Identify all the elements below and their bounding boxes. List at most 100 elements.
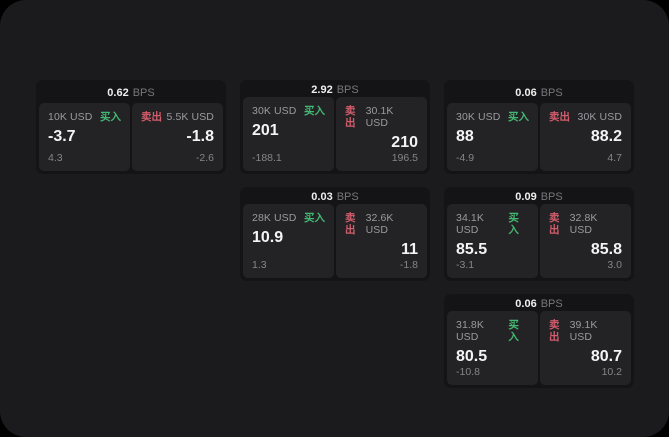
buy-quote-tile[interactable]: 10K USD 买入 -3.7 4.3 xyxy=(39,103,130,171)
buy-delta: -10.8 xyxy=(456,366,480,378)
bps-value: 0.62 xyxy=(107,87,129,99)
buy-tag: 买入 xyxy=(304,105,325,117)
buy-price: 85.5 xyxy=(456,241,488,258)
buy-size: 30K USD xyxy=(456,111,501,123)
sell-delta: 3.0 xyxy=(607,259,622,271)
buy-tile-header: 28K USD 买入 xyxy=(252,212,325,224)
sell-delta: 4.7 xyxy=(607,152,622,164)
sell-tag: 卖出 xyxy=(549,111,570,123)
bps-unit-label: BPS xyxy=(540,298,563,310)
bps-value: 2.92 xyxy=(311,84,333,96)
card-body: 30K USD 买入 88 -4.9 卖出 30K USD 88.2 4.7 xyxy=(447,103,631,171)
sell-price: 210 xyxy=(391,134,418,151)
sell-delta: -2.6 xyxy=(195,152,214,164)
bps-value: 0.03 xyxy=(311,191,333,203)
sell-tile-header: 卖出 30K USD xyxy=(549,111,622,123)
sell-tile-header: 卖出 32.8K USD xyxy=(549,212,622,236)
buy-delta: -3.1 xyxy=(456,259,475,271)
card-body: 31.8K USD 买入 80.5 -10.8 卖出 39.1K USD 80.… xyxy=(447,311,631,385)
buy-tag: 买入 xyxy=(508,111,529,123)
card-header: 2.92 BPS xyxy=(243,83,427,97)
card-body: 34.1K USD 买入 85.5 -3.1 卖出 32.8K USD 85.8… xyxy=(447,204,631,278)
sell-size: 30.1K USD xyxy=(365,105,394,129)
sell-quote-tile[interactable]: 卖出 39.1K USD 80.7 10.2 xyxy=(540,311,631,385)
sell-size: 32.8K USD xyxy=(569,212,598,236)
bps-unit-label: BPS xyxy=(540,87,563,99)
buy-tag: 买入 xyxy=(304,212,325,224)
card-header: 0.09 BPS xyxy=(447,190,631,204)
buy-size: 30K USD xyxy=(252,105,297,117)
buy-tile-header: 34.1K USD 买入 xyxy=(456,212,529,236)
bps-unit-label: BPS xyxy=(336,191,359,203)
buy-price: 88 xyxy=(456,128,474,145)
buy-quote-tile[interactable]: 28K USD 买入 10.9 1.3 xyxy=(243,204,334,278)
buy-delta: -4.9 xyxy=(456,152,475,164)
bps-value: 0.09 xyxy=(515,191,537,203)
buy-quote-tile[interactable]: 30K USD 买入 201 -188.1 xyxy=(243,97,334,171)
sell-quote-tile[interactable]: 卖出 5.5K USD -1.8 -2.6 xyxy=(132,103,223,171)
buy-size: 28K USD xyxy=(252,212,297,224)
card-body: 28K USD 买入 10.9 1.3 卖出 32.6K USD 11 -1.8 xyxy=(243,204,427,278)
sell-size: 30K USD xyxy=(577,111,622,123)
sell-quote-tile[interactable]: 卖出 30K USD 88.2 4.7 xyxy=(540,103,631,171)
buy-tile-header: 30K USD 买入 xyxy=(252,105,325,117)
buy-size: 31.8K USD xyxy=(456,319,484,343)
buy-price: -3.7 xyxy=(48,128,76,145)
quote-card-3: 0.06 BPS 30K USD 买入 88 -4.9 卖出 30K USD xyxy=(444,80,634,174)
sell-tag: 卖出 xyxy=(549,319,560,343)
card-header: 0.03 BPS xyxy=(243,190,427,204)
bps-value: 0.06 xyxy=(515,87,537,99)
sell-quote-tile[interactable]: 卖出 32.8K USD 85.8 3.0 xyxy=(540,204,631,278)
buy-tag: 买入 xyxy=(508,319,519,343)
sell-price: -1.8 xyxy=(186,128,214,145)
buy-size: 10K USD xyxy=(48,111,93,123)
sell-tile-header: 卖出 39.1K USD xyxy=(549,319,622,343)
quote-card-5: 0.09 BPS 34.1K USD 买入 85.5 -3.1 卖出 32.8K… xyxy=(444,187,634,281)
sell-quote-tile[interactable]: 卖出 32.6K USD 11 -1.8 xyxy=(336,204,427,278)
sell-size: 5.5K USD xyxy=(166,111,214,123)
quote-card-4: 0.03 BPS 28K USD 买入 10.9 1.3 卖出 32.6K US… xyxy=(240,187,430,281)
buy-delta: 1.3 xyxy=(252,259,267,271)
sell-tag: 卖出 xyxy=(345,212,356,236)
buy-price: 201 xyxy=(252,122,279,139)
sell-delta: 10.2 xyxy=(601,366,622,378)
buy-size: 34.1K USD xyxy=(456,212,484,236)
buy-tile-header: 30K USD 买入 xyxy=(456,111,529,123)
buy-price: 80.5 xyxy=(456,348,488,365)
bps-unit-label: BPS xyxy=(132,87,155,99)
card-header: 0.62 BPS xyxy=(39,83,223,103)
sell-tile-header: 卖出 32.6K USD xyxy=(345,212,418,236)
sell-size: 39.1K USD xyxy=(569,319,598,343)
sell-tag: 卖出 xyxy=(141,111,162,123)
buy-delta: 4.3 xyxy=(48,152,63,164)
buy-tag: 买入 xyxy=(100,111,121,123)
sell-tile-header: 卖出 5.5K USD xyxy=(141,111,214,123)
buy-quote-tile[interactable]: 30K USD 买入 88 -4.9 xyxy=(447,103,538,171)
sell-delta: -1.8 xyxy=(399,259,418,271)
card-header: 0.06 BPS xyxy=(447,297,631,311)
buy-quote-tile[interactable]: 34.1K USD 买入 85.5 -3.1 xyxy=(447,204,538,278)
sell-price: 88.2 xyxy=(590,128,622,145)
sell-size: 32.6K USD xyxy=(365,212,394,236)
bps-unit-label: BPS xyxy=(336,84,359,96)
sell-price: 85.8 xyxy=(590,241,622,258)
buy-tag: 买入 xyxy=(508,212,519,236)
quote-cards-grid: 0.62 BPS 10K USD 买入 -3.7 4.3 卖出 5.5K USD xyxy=(36,80,634,388)
quote-card-6: 0.06 BPS 31.8K USD 买入 80.5 -10.8 卖出 39.1… xyxy=(444,294,634,388)
card-header: 0.06 BPS xyxy=(447,83,631,103)
bps-value: 0.06 xyxy=(515,298,537,310)
sell-tag: 卖出 xyxy=(549,212,560,236)
sell-quote-tile[interactable]: 卖出 30.1K USD 210 196.5 xyxy=(336,97,427,171)
buy-tile-header: 31.8K USD 买入 xyxy=(456,319,529,343)
card-body: 30K USD 买入 201 -188.1 卖出 30.1K USD 210 1… xyxy=(243,97,427,171)
sell-delta: 196.5 xyxy=(391,152,418,164)
buy-price: 10.9 xyxy=(252,229,284,246)
buy-quote-tile[interactable]: 31.8K USD 买入 80.5 -10.8 xyxy=(447,311,538,385)
bps-unit-label: BPS xyxy=(540,191,563,203)
sell-tile-header: 卖出 30.1K USD xyxy=(345,105,418,129)
buy-tile-header: 10K USD 买入 xyxy=(48,111,121,123)
quote-card-2: 2.92 BPS 30K USD 买入 201 -188.1 卖出 30.1K … xyxy=(240,80,430,174)
sell-tag: 卖出 xyxy=(345,105,356,129)
quote-card-1: 0.62 BPS 10K USD 买入 -3.7 4.3 卖出 5.5K USD xyxy=(36,80,226,174)
